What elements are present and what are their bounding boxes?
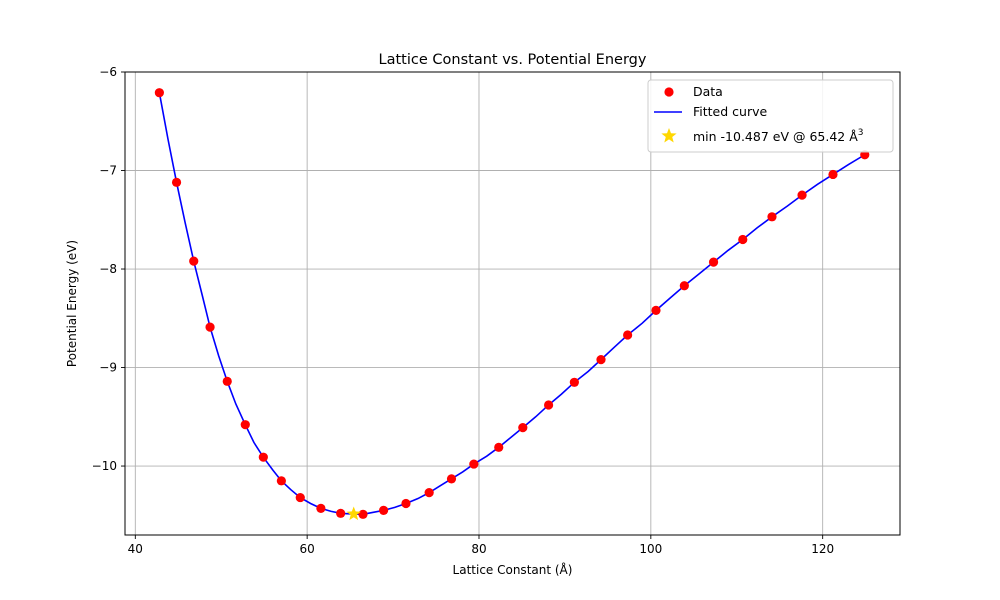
x-tick-label: 40	[128, 542, 143, 556]
x-tick-label: 120	[811, 542, 834, 556]
legend-label-fitted-curve: Fitted curve	[693, 104, 767, 119]
data-point	[797, 190, 807, 200]
data-point	[379, 505, 389, 515]
legend-label-minimum-superscript: 3	[858, 128, 864, 138]
data-point	[154, 88, 164, 98]
legend-minimum-star-marker	[661, 128, 677, 143]
data-point	[222, 376, 232, 386]
legend-label-minimum-text: min -10.487 eV @ 65.42 Å	[693, 129, 858, 144]
data-point	[258, 452, 268, 462]
y-tick-label: −6	[99, 65, 117, 79]
data-point	[828, 169, 838, 180]
data-point	[295, 492, 305, 503]
data-point	[316, 503, 326, 513]
data-point	[767, 212, 777, 222]
data-point	[336, 508, 346, 518]
legend: Data Fitted curve min -10.487 eV @ 65.42 Å…	[647, 79, 894, 153]
data-point	[469, 459, 479, 469]
data-point	[543, 400, 554, 410]
x-tick-label: 60	[300, 542, 315, 556]
data-point	[738, 234, 748, 245]
data-point	[494, 442, 504, 452]
data-point	[708, 257, 719, 267]
data-point	[518, 423, 528, 433]
plot-layer	[154, 88, 870, 521]
legend-label-data: Data	[693, 84, 723, 99]
data-point	[651, 305, 661, 315]
y-tick-label: −7	[99, 164, 117, 178]
data-point	[171, 177, 182, 187]
y-tick-label: −8	[99, 262, 117, 276]
plot-frame	[124, 71, 901, 536]
data-point	[569, 377, 579, 387]
data-point	[424, 488, 434, 498]
data-point	[276, 476, 286, 486]
data-point	[679, 281, 689, 291]
data-point	[240, 420, 250, 430]
minimum-star-marker	[346, 506, 361, 521]
y-tick-label: −10	[92, 459, 117, 473]
y-tick-label: −9	[99, 361, 117, 375]
data-point	[446, 474, 457, 484]
legend-box	[647, 79, 894, 153]
x-tick-label: 100	[639, 542, 662, 556]
data-point	[623, 330, 633, 340]
fitted-curve-line	[158, 92, 866, 516]
data-point	[401, 498, 411, 509]
y-axis-label: Potential Energy (eV)	[65, 240, 79, 367]
legend-data-marker	[664, 87, 674, 97]
chart-title: Lattice Constant vs. Potential Energy	[379, 52, 647, 68]
data-point	[189, 256, 199, 266]
x-tick-label: 80	[471, 542, 486, 556]
tick-layer: 40 60 80 100 120 −6 −7 −8 −9 −10	[92, 65, 834, 556]
data-point	[205, 322, 215, 332]
legend-label-minimum: min -10.487 eV @ 65.42 Å3	[693, 128, 864, 144]
data-point	[358, 509, 368, 519]
data-point	[596, 355, 606, 365]
x-axis-label: Lattice Constant (Å)	[453, 562, 573, 577]
